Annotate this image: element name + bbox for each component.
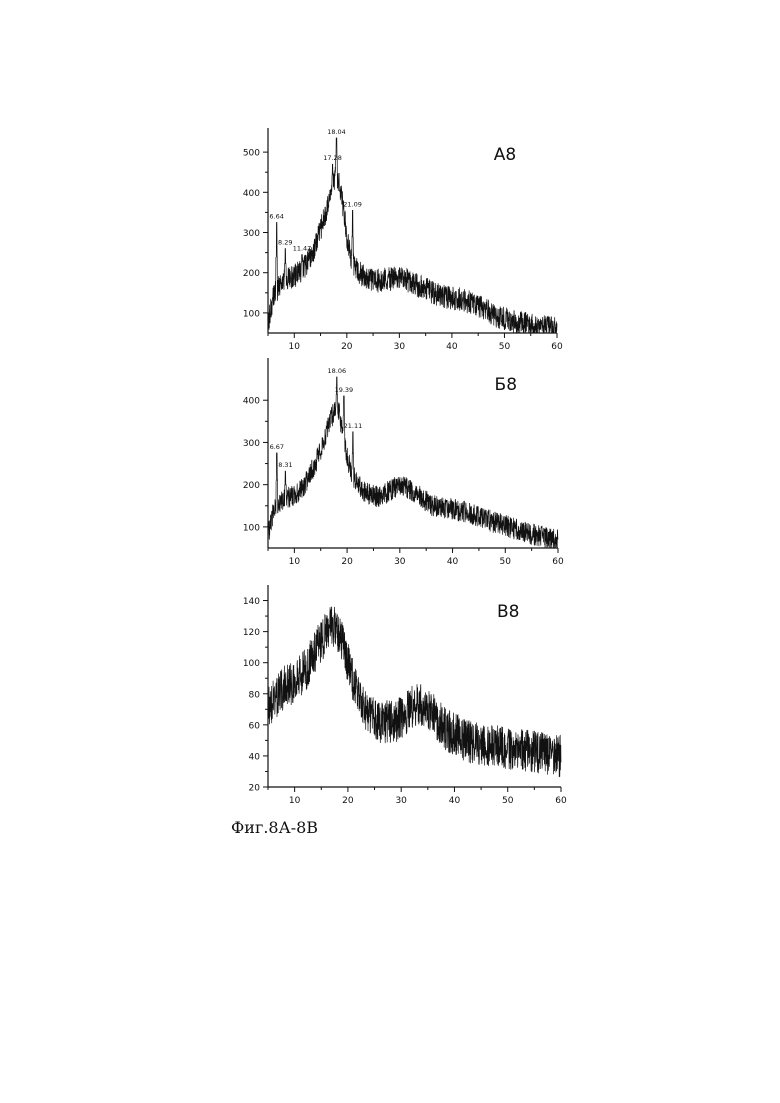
x-tick-label: 20 — [341, 342, 353, 352]
peak-label: 18.04 — [327, 128, 346, 136]
x-tick-label: 60 — [552, 557, 564, 567]
x-tick-label: 20 — [341, 557, 353, 567]
x-tick-label: 60 — [551, 342, 563, 352]
y-tick-label: 200 — [243, 269, 260, 279]
peak-label: 6.64 — [269, 212, 283, 220]
peak-label: 8.31 — [278, 461, 292, 469]
x-tick-label: 10 — [289, 557, 301, 567]
x-tick-label: 20 — [342, 796, 354, 806]
panel-label: Б8 — [495, 375, 517, 395]
panel-3: 20 40 60 80 100 120 140 10 20 30 40 50 60 В8 — [243, 585, 567, 806]
x-tick-label: 50 — [499, 342, 511, 352]
x-tick-label: 40 — [449, 796, 461, 806]
y-tick-label: 20 — [249, 784, 261, 794]
y-tick-label: 100 — [243, 659, 260, 669]
y-tick-label: 140 — [243, 597, 260, 607]
y-tick-label: 80 — [249, 690, 261, 700]
panel-label: В8 — [497, 602, 519, 622]
y-tick-label: 500 — [243, 149, 260, 159]
figure-caption: Фиг.8А-8В — [231, 818, 318, 837]
y-tick-label: 300 — [243, 439, 260, 449]
y-tick-label: 200 — [243, 481, 260, 491]
y-tick-label: 400 — [243, 397, 260, 407]
x-tick-label: 40 — [446, 342, 458, 352]
peak-label: 6.67 — [270, 443, 284, 451]
x-tick-label: 30 — [394, 342, 406, 352]
peak-label: 17.28 — [323, 154, 342, 162]
x-tick-label: 30 — [394, 557, 406, 567]
y-tick-label: 40 — [249, 752, 261, 762]
peak-label: 18.06 — [328, 367, 347, 375]
x-tick-label: 30 — [395, 796, 407, 806]
panel-2: 100 200 300 400 10 20 30 40 50 60 6.67 8.31 18.06 19.… — [243, 358, 564, 567]
x-tick-label: 60 — [555, 796, 567, 806]
x-tick-label: 50 — [502, 796, 514, 806]
x-tick-label: 10 — [289, 796, 301, 806]
y-tick-label: 300 — [243, 229, 260, 239]
panel-1: 100 200 300 400 500 10 20 30 40 50 60 6.64 8.2911.47… — [243, 128, 563, 352]
peak-label: 8.29 — [278, 239, 292, 247]
y-tick-label: 400 — [243, 189, 260, 199]
diffraction-trace — [268, 138, 557, 333]
panel-label: А8 — [494, 145, 516, 165]
peak-label: 11.47 — [293, 245, 312, 253]
peak-label: 21.09 — [343, 200, 362, 208]
y-tick-label: 100 — [243, 309, 260, 319]
diffraction-trace — [268, 377, 558, 548]
x-tick-label: 40 — [447, 557, 459, 567]
y-tick-label: 100 — [243, 523, 260, 533]
peak-label: 21.11 — [344, 422, 363, 430]
y-tick-label: 60 — [249, 721, 261, 731]
x-tick-label: 10 — [289, 342, 301, 352]
diffraction-trace — [268, 607, 561, 777]
peak-label: 19.39 — [335, 386, 354, 394]
x-tick-label: 50 — [500, 557, 512, 567]
y-tick-label: 120 — [243, 628, 260, 638]
